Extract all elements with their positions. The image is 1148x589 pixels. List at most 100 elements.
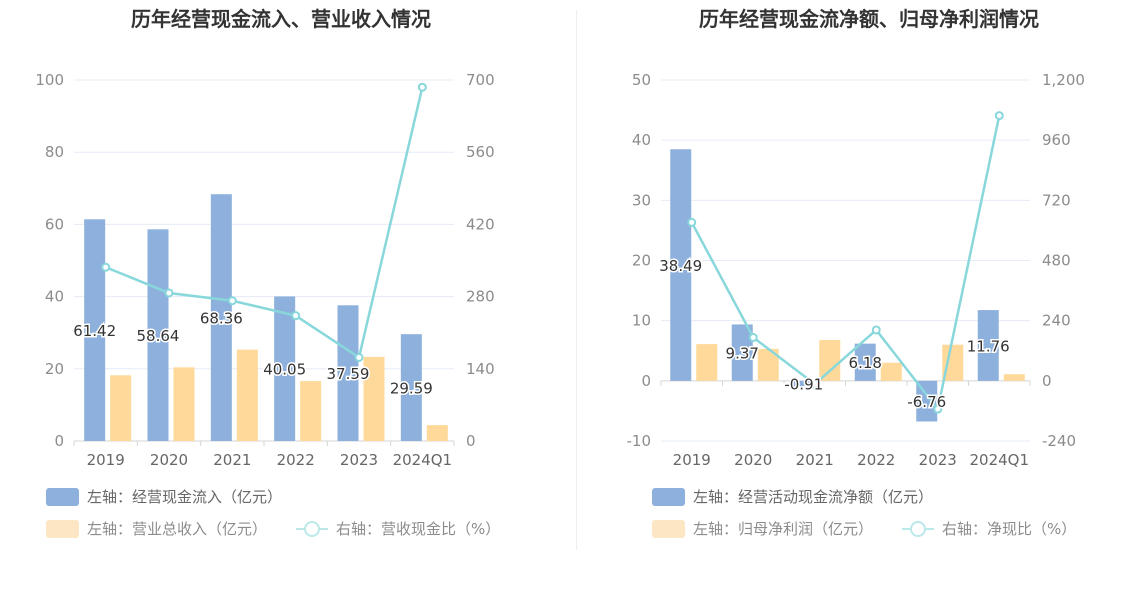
right-axis-tick-label: 0 [466, 432, 476, 450]
right-axis-tick-label: 240 [1042, 312, 1071, 330]
left-axis-tick-label: 10 [632, 312, 651, 330]
legend-label: 左轴：营业总收入（亿元） [87, 520, 267, 538]
line-point [748, 332, 758, 342]
right-axis-tick-label: 480 [1042, 252, 1071, 270]
legend-label: 左轴：归母净利润（亿元） [693, 520, 873, 538]
line-point [871, 325, 881, 335]
bar-primary [670, 149, 692, 381]
x-axis-tick-label: 2023 [919, 451, 957, 469]
x-axis-tick-label: 2022 [857, 451, 895, 469]
left-axis-tick-label: 20 [632, 252, 651, 270]
legend-marker [910, 521, 926, 537]
line-point [291, 311, 301, 321]
bar-secondary [819, 339, 841, 381]
left-axis-tick-label: 80 [45, 143, 64, 161]
bar-data-label: 29.59 [390, 380, 433, 398]
left-axis-tick-label: 50 [632, 71, 651, 89]
right-axis-tick-label: 960 [1042, 131, 1071, 149]
bar-primary [274, 296, 296, 441]
x-axis-tick-label: 2021 [213, 451, 251, 469]
bar-secondary [363, 356, 385, 441]
bar-primary [854, 343, 876, 381]
right-axis-tick-label: 700 [466, 71, 495, 89]
bar-primary [400, 334, 422, 441]
x-axis-tick-label: 2019 [673, 451, 711, 469]
x-axis-tick-label: 2023 [340, 451, 378, 469]
bar-secondary [880, 362, 902, 381]
right-axis-tick-label: -240 [1042, 432, 1076, 450]
line-point [354, 352, 364, 362]
right-axis-tick-label: 420 [466, 215, 495, 233]
legend-label: 右轴：净现比（%） [942, 520, 1076, 538]
right-axis-tick-label: 0 [1042, 372, 1052, 390]
bar-data-label: 68.36 [200, 310, 243, 328]
bar-secondary [300, 381, 322, 441]
bar-primary [210, 194, 232, 441]
legend-swatch [652, 520, 685, 538]
bar-data-label: 11.76 [967, 337, 1010, 355]
bar-secondary [236, 349, 258, 441]
bar-data-label: 6.18 [849, 354, 882, 372]
x-axis-tick-label: 2024Q1 [969, 451, 1029, 469]
left-axis-tick-label: 60 [45, 215, 64, 233]
left-axis-tick-label: 100 [35, 71, 64, 89]
legend-swatch [46, 488, 79, 506]
x-axis-tick-label: 2022 [277, 451, 315, 469]
x-axis-tick-label: 2020 [734, 451, 772, 469]
left-axis-tick-label: 40 [45, 288, 64, 306]
line-point [164, 288, 174, 298]
x-axis-tick-label: 2019 [87, 451, 125, 469]
legend-label: 左轴：经营现金流入（亿元） [87, 488, 282, 506]
x-axis-tick-label: 2024Q1 [393, 451, 453, 469]
right-axis-tick-label: 140 [466, 360, 495, 378]
left-axis-tick-label: 40 [632, 131, 651, 149]
line-point [101, 262, 111, 272]
right-axis-tick-label: 720 [1042, 191, 1071, 209]
bar-data-label: 38.49 [659, 257, 702, 275]
bar-data-label: 58.64 [137, 327, 180, 345]
bar-secondary [942, 344, 964, 381]
bar-secondary [173, 367, 195, 441]
panel-divider [576, 10, 577, 550]
chart-cashflow-revenue: 历年经营现金流入、营业收入情况 0 0 20 140 40 280 60 420 80 560 100… [35, 7, 500, 538]
bar-primary [793, 380, 815, 387]
bar-data-label: -0.91 [784, 376, 823, 394]
left-axis-tick-label: 0 [641, 372, 651, 390]
bar-secondary [757, 348, 779, 381]
bar-data-label: 40.05 [263, 361, 306, 379]
bar-data-label: -6.76 [907, 393, 946, 411]
left-axis-tick-label: 30 [632, 191, 651, 209]
bar-primary [337, 305, 359, 441]
bar-secondary [426, 425, 448, 441]
legend-label: 右轴：营收现金比（%） [336, 520, 500, 538]
chart-panel-netcash-profit: 历年经营现金流净额、归母净利润情况 -10 -240 0 0 10 240 20 480 30 72… [577, 0, 1148, 589]
series-line [690, 115, 1001, 413]
bar-data-label: 61.42 [73, 322, 116, 340]
right-axis-tick-label: 280 [466, 288, 495, 306]
bar-secondary [1003, 374, 1025, 381]
chart-panel-cashflow-revenue: 历年经营现金流入、营业收入情况 0 0 20 140 40 280 60 420 80 560 100… [35, 7, 500, 538]
right-axis-tick-label: 1,200 [1042, 71, 1085, 89]
series-line [105, 86, 424, 360]
legend-label: 左轴：经营活动现金流净额（亿元） [693, 488, 933, 506]
line-point [933, 404, 943, 414]
bar-primary [977, 310, 999, 381]
line-point [417, 82, 427, 92]
legend-marker [304, 521, 320, 537]
legend-swatch [46, 520, 79, 538]
bar-primary [916, 380, 938, 422]
bar-secondary [110, 375, 132, 441]
bar-data-label: 37.59 [327, 365, 370, 383]
bar-primary [731, 324, 753, 381]
bar-secondary [696, 344, 718, 381]
left-axis-tick-label: 20 [45, 360, 64, 378]
bar-primary [84, 219, 106, 441]
chart-title: 历年经营现金流入、营业收入情况 [131, 7, 431, 31]
line-point [810, 379, 820, 389]
line-point [994, 111, 1004, 121]
chart-title: 历年经营现金流净额、归母净利润情况 [699, 7, 1039, 31]
chart-netcash-profit: 历年经营现金流净额、归母净利润情况 -10 -240 0 0 10 240 20 480 30 72… [627, 7, 1085, 538]
bar-primary [147, 229, 169, 441]
x-axis-tick-label: 2020 [150, 451, 188, 469]
